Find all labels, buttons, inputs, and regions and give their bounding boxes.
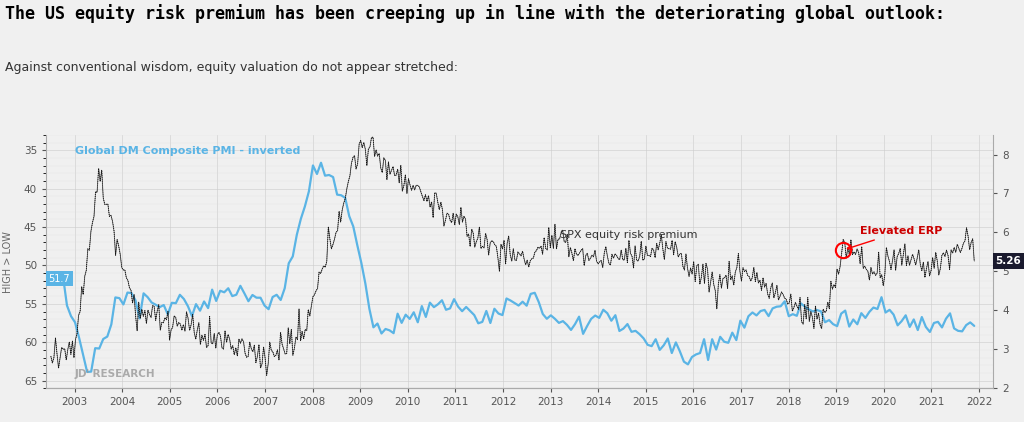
- Text: Elevated ERP: Elevated ERP: [848, 226, 942, 249]
- Text: SPX equity risk premium: SPX equity risk premium: [560, 230, 697, 240]
- Text: Against conventional wisdom, equity valuation do not appear stretched:: Against conventional wisdom, equity valu…: [5, 61, 458, 74]
- Text: 5.26: 5.26: [995, 256, 1021, 266]
- Text: JDᴵ RESEARCH: JDᴵ RESEARCH: [75, 369, 156, 379]
- Text: The US equity risk premium has been creeping up in line with the deteriorating g: The US equity risk premium has been cree…: [5, 4, 945, 23]
- Text: HIGH > LOW: HIGH > LOW: [3, 231, 13, 292]
- Text: 51.7: 51.7: [48, 273, 70, 284]
- Text: Global DM Composite PMI - inverted: Global DM Composite PMI - inverted: [75, 146, 300, 156]
